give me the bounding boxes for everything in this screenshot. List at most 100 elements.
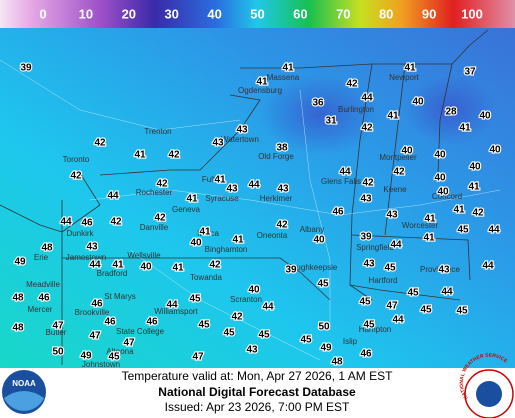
temperature-label: 50 <box>52 347 64 358</box>
city-label: Jamestown <box>66 253 106 262</box>
temperature-label: 37 <box>464 67 476 78</box>
temperature-label: 50 <box>318 322 330 333</box>
scale-label: 10 <box>79 6 93 21</box>
city-label: Ogdensburg <box>238 86 282 95</box>
temperature-label: 41 <box>453 205 465 216</box>
city-label: Meadville <box>26 280 60 289</box>
temperature-label: 42 <box>346 79 358 90</box>
temperature-label: 40 <box>140 262 152 273</box>
city-label: Altoona <box>106 347 134 356</box>
temperature-label: 42 <box>156 179 168 190</box>
scale-label: 60 <box>293 6 307 21</box>
temperature-label: 46 <box>146 317 158 328</box>
temperature-label: 46 <box>360 349 372 360</box>
city-label: Keene <box>383 185 407 194</box>
temperature-label: 43 <box>386 210 398 221</box>
temperature-label: 44 <box>392 315 404 326</box>
city-label: Concord <box>432 192 462 201</box>
cold-area <box>260 75 380 155</box>
city-label: Ithaca <box>197 229 219 238</box>
city-label: Rochester <box>136 188 173 197</box>
temperature-label: 45 <box>223 328 235 339</box>
temperature-label: 47 <box>123 338 135 349</box>
temperature-label: 44 <box>390 240 402 251</box>
temperature-label: 39 <box>360 232 372 243</box>
city-label: Mercer <box>28 305 53 314</box>
temperature-label: 47 <box>52 321 64 332</box>
temperature-label: 45 <box>189 294 201 305</box>
city-label: Glens Falls <box>321 177 361 186</box>
valid-time: Temperature valid at: Mon, Apr 27 2026, … <box>122 369 393 383</box>
temperature-label: 31 <box>325 116 337 127</box>
city-label: Oneonta <box>257 231 288 240</box>
temperature-label: 46 <box>38 293 50 304</box>
temperature-label: 44 <box>248 180 260 191</box>
temperature-label: 48 <box>41 243 53 254</box>
city-label: Burlington <box>338 105 374 114</box>
city-label: Springfield <box>356 243 394 252</box>
city-label: St Marys <box>104 292 136 301</box>
city-label: Williamsport <box>154 307 198 316</box>
temperature-label: 41 <box>423 233 435 244</box>
temperature-label: 46 <box>104 317 116 328</box>
temperature-label: 41 <box>214 175 226 186</box>
temperature-label: 44 <box>262 302 274 313</box>
temperature-label: 47 <box>192 352 204 363</box>
city-label: Fulton <box>202 175 224 184</box>
city-label: Scranton <box>230 295 262 304</box>
temperature-label: 44 <box>166 300 178 311</box>
temperature-label: 42 <box>393 167 405 178</box>
temperature-label: 40 <box>437 187 449 198</box>
city-label: Old Forge <box>258 152 294 161</box>
footer-background <box>0 368 515 418</box>
temperature-label: 47 <box>386 301 398 312</box>
temperature-label: 42 <box>94 138 106 149</box>
temperature-label: 43 <box>246 345 258 356</box>
temperature-label: 45 <box>198 320 210 331</box>
temperature-label: 44 <box>441 287 453 298</box>
city-label: Newport <box>389 73 420 82</box>
temperature-label: 48 <box>12 293 24 304</box>
temperature-label: 44 <box>339 167 351 178</box>
temperature-label: 44 <box>60 217 72 228</box>
temperature-label: 49 <box>320 343 332 354</box>
city-label: Providence <box>420 265 461 274</box>
city-label: Wellsville <box>127 251 161 260</box>
city-label: Toronto <box>63 155 90 164</box>
color-scale <box>0 0 515 28</box>
temperature-label: 42 <box>472 208 484 219</box>
noaa-logo: NOAA <box>2 370 46 414</box>
temperature-label: 40 <box>313 235 325 246</box>
footer-title: National Digital Forecast Database <box>158 385 356 399</box>
temperature-label: 42 <box>209 260 221 271</box>
temperature-label: 41 <box>282 63 294 74</box>
temperature-label: 38 <box>276 143 288 154</box>
temperature-label: 40 <box>489 145 501 156</box>
city-label: Montpelier <box>379 153 417 162</box>
temperature-label: 45 <box>300 335 312 346</box>
city-label: Watertown <box>221 135 259 144</box>
temperature-label: 43 <box>86 242 98 253</box>
temperature-label: 40 <box>469 162 481 173</box>
temperature-label: 46 <box>81 218 93 229</box>
temperature-label: 45 <box>384 263 396 274</box>
scale-label: 100 <box>461 6 483 21</box>
city-label: Islip <box>343 337 358 346</box>
scale-label: 50 <box>250 6 264 21</box>
temperature-label: 40 <box>479 111 491 122</box>
temperature-label: 44 <box>361 93 373 104</box>
city-label: Hampton <box>359 325 391 334</box>
temperature-label: 42 <box>231 312 243 323</box>
scale-label: 70 <box>336 6 350 21</box>
temperature-label: 41 <box>134 150 146 161</box>
city-label: Massena <box>267 73 300 82</box>
city-label: Albany <box>300 225 324 234</box>
temperature-label: 45 <box>420 305 432 316</box>
temperature-label: 45 <box>457 225 469 236</box>
city-label: Towanda <box>190 273 223 282</box>
temperature-label: 44 <box>89 260 101 271</box>
temperature-label: 41 <box>186 194 198 205</box>
temperature-label: 43 <box>236 125 248 136</box>
issued-time: Issued: Apr 23 2026, 7:00 PM EST <box>165 400 350 414</box>
